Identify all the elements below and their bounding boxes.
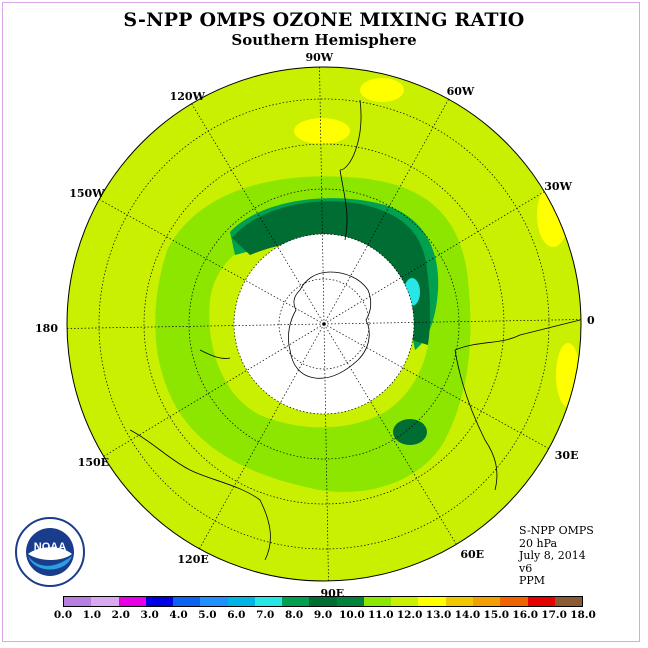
meridian-line [323,323,457,545]
info-block: S-NPP OMPS 20 hPa July 8, 2014 v6 PPM [519,524,594,588]
colorbar-tick-label: 17.0 [541,609,567,621]
colorbar-swatch [363,597,392,606]
colorbar-tick-label: 15.0 [483,609,510,621]
longitude-label: 120E [177,552,209,566]
latitude-circle [278,278,370,370]
meridian-line [67,323,325,329]
meridian-line [99,199,325,325]
colorbar-tick-label: 6.0 [227,609,246,621]
colorbar-tick-label: 18.0 [570,609,596,621]
meridian-line [199,323,325,549]
colorbar-tick-label: 11.0 [367,609,394,621]
latitude-circle [188,188,460,460]
colorbar-swatch [91,597,119,606]
meridian-line [103,323,325,457]
antarctica-coast [288,271,372,379]
info-date: July 8, 2014 [519,549,586,562]
meridian-line [323,323,549,449]
meridian-line [319,67,325,325]
longitude-label: 0 [586,313,595,327]
colorbar-tick-label: 2.0 [111,609,130,621]
colorbar [63,596,583,607]
south-pole-dot [322,322,326,326]
longitude-label: 60E [460,548,485,562]
colorbar-swatch [145,597,174,606]
info-units: PPM [519,574,546,587]
high-region [360,78,404,102]
colorbar-tick-label: 4.0 [169,609,188,621]
colorbar-swatch [227,597,255,606]
colorbar-swatch [118,597,146,606]
latitude-circle [98,98,550,550]
colorbar-swatch [254,597,283,606]
colorbar-tick-label: 9.0 [313,609,333,621]
longitude-label: 30E [554,448,579,462]
colorbar-tick-label: 16.0 [512,609,539,621]
noaa-logo-text: NOAA [34,541,66,553]
colorbar-tick-label: 12.0 [396,609,423,621]
colorbar-tick-label: 0.0 [53,609,73,621]
colorbar-tick-label: 14.0 [454,609,481,621]
meridian-line [323,191,545,325]
high-region [556,343,580,407]
latitude-circle [143,143,505,505]
ozone-band-dark [232,201,431,345]
meridians [67,67,581,581]
info-level: 20 hPa [519,536,558,550]
noaa-logo: NOAA [15,517,85,587]
map-boundary [66,66,582,582]
colorbar-swatch [64,597,92,606]
colorbar-swatch [445,597,473,606]
figure-frame [2,2,640,642]
longitude-label: 90W [305,51,334,65]
south-america-coast [339,99,362,241]
longitude-label: 150W [69,187,105,201]
high-region [294,118,350,144]
colorbar-swatch [418,597,446,606]
map-title: S-NPP OMPS OZONE MIXING RATIO [123,9,525,31]
colorbar-tick-label: 8.0 [284,609,304,621]
info-instrument: S-NPP OMPS [519,524,594,537]
graticule [67,67,581,581]
colorbar-tick-label: 7.0 [256,609,275,621]
colorbar-swatch [472,597,501,606]
colorbar-swatch [500,597,528,606]
colorbar-swatch [554,597,583,606]
colorbar-tick-label: 10.0 [339,609,365,621]
colorbar-swatch [173,597,201,606]
colorbar-swatch [200,597,228,606]
map-subtitle: Southern Hemisphere [231,31,417,49]
colorbar-swatch [282,597,310,606]
colorbar-tick-label: 13.0 [425,609,452,621]
meridian-line [323,323,329,581]
colorbar-swatch [336,597,364,606]
longitude-label: 30W [544,179,572,193]
meridian-line [191,103,325,325]
latitude-circle [233,233,415,415]
ozone-band-dark [393,419,427,445]
colorbar-swatch [527,597,555,606]
colorbar-tick-label: 5.0 [198,609,217,621]
longitude-label: 180 [35,322,58,336]
meridian-line [323,99,449,325]
longitude-label: 150E [77,456,110,470]
colorbar-tick-label: 1.0 [82,609,102,621]
australia-coast [129,349,271,561]
colorbar-swatch [309,597,337,606]
longitude-label: 120W [169,89,205,103]
info-version: v6 [519,561,533,575]
colorbar-swatch [391,597,419,606]
africa-coast [454,319,581,491]
colorbar-tick-label: 3.0 [140,609,159,621]
meridian-line [323,319,581,325]
longitude-label: 60W [446,85,475,99]
